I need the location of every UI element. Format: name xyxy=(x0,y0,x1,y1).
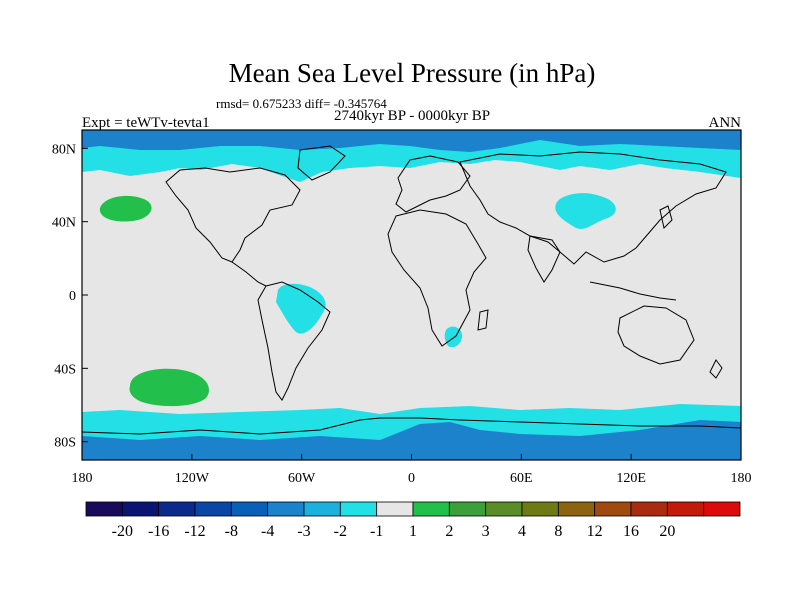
contour-north-pacific-positive xyxy=(99,195,152,222)
coast-new-zealand xyxy=(709,359,723,379)
colorbar-swatch xyxy=(303,501,341,517)
colorbar-label: -16 xyxy=(148,523,169,540)
colorbar-label: 3 xyxy=(482,523,490,540)
coast-japan xyxy=(659,205,673,229)
colorbar-swatch xyxy=(339,501,378,517)
coast-asia xyxy=(459,151,727,265)
colorbar-label: 8 xyxy=(554,523,562,540)
colorbar-swatch xyxy=(594,501,632,517)
colorbar-swatch xyxy=(121,501,160,517)
contour-arctic-deeper-band xyxy=(82,130,741,152)
colorbar-swatch xyxy=(376,501,414,517)
colorbar-swatch xyxy=(666,501,705,517)
experiment-label: Expt = teWTv-tevta1 xyxy=(82,115,210,131)
contour-southern-africa-negative xyxy=(444,326,462,348)
coast-south-america xyxy=(257,281,331,401)
x-tick-label: 60W xyxy=(288,471,316,486)
colorbar-label: -2 xyxy=(334,523,347,540)
colorbar-swatch xyxy=(485,501,523,517)
coast-madagascar xyxy=(477,309,489,331)
colorbar-swatch xyxy=(448,501,487,517)
colorbar-label: 12 xyxy=(587,523,603,540)
contour-fills xyxy=(82,130,741,460)
x-tick-label: 180 xyxy=(731,471,752,486)
contour-central-asia-negative xyxy=(555,193,616,229)
map-axis-ticks: 180 120W 60W 0 60E 120E 180 80N 40N 0 40S 80S xyxy=(52,142,752,486)
coast-central-america xyxy=(231,261,267,287)
colorbar-label: -8 xyxy=(225,523,238,540)
map-panel: 180 120W 60W 0 60E 120E 180 80N 40N 0 40S 80S xyxy=(52,129,752,486)
y-tick-label: 0 xyxy=(69,289,76,304)
y-tick-label: 80N xyxy=(52,142,76,157)
colorbar-label: 1 xyxy=(409,523,417,540)
colorbar-swatch xyxy=(230,501,269,517)
x-tick-label: 120E xyxy=(616,471,646,486)
season-label: ANN xyxy=(709,115,742,131)
coast-europe xyxy=(395,155,471,213)
colorbar-label: -12 xyxy=(184,523,205,540)
colorbar-label: -20 xyxy=(112,523,133,540)
coastlines xyxy=(82,145,741,435)
y-tick-label: 40S xyxy=(54,362,76,377)
colorbar-swatch xyxy=(85,501,123,517)
coast-australia xyxy=(617,305,695,365)
coast-north-america xyxy=(165,167,301,263)
contour-antarctic-deeper-band xyxy=(82,420,741,460)
coast-india xyxy=(527,235,561,283)
colorbar-swatch xyxy=(194,501,232,517)
x-tick-label: 180 xyxy=(72,471,93,486)
colorbar-label: -4 xyxy=(261,523,274,540)
y-tick-label: 80S xyxy=(54,436,76,451)
coast-antarctica xyxy=(82,417,741,435)
colorbar-swatch xyxy=(557,501,596,517)
colorbar: -20 -16 -12 -8 -4 -3 -2 -1 1 2 3 4 8 12 16 20 xyxy=(85,501,741,540)
contour-south-america-negative xyxy=(276,283,326,334)
colorbar-label: -1 xyxy=(370,523,383,540)
colorbar-label: 2 xyxy=(445,523,453,540)
stats-label: rmsd= 0.675233 diff= -0.345764 xyxy=(216,96,387,111)
map-background xyxy=(82,130,741,460)
colorbar-label: 20 xyxy=(659,523,675,540)
colorbar-swatch xyxy=(521,501,559,517)
colorbar-label: 4 xyxy=(518,523,526,540)
x-tick-label: 60E xyxy=(510,471,533,486)
coast-greenland xyxy=(297,145,346,181)
colorbar-swatch xyxy=(703,501,741,517)
x-tick-label: 120W xyxy=(175,471,210,486)
x-tick-label: 0 xyxy=(408,471,415,486)
colorbar-swatch xyxy=(630,501,668,517)
colorbar-swatch xyxy=(412,501,450,517)
colorbar-label: 16 xyxy=(623,523,639,540)
y-tick-label: 40N xyxy=(52,216,76,231)
colorbar-label: -3 xyxy=(297,523,310,540)
figure-title: Mean Sea Level Pressure (in hPa) xyxy=(229,58,596,88)
period-label: 2740kyr BP - 0000kyr BP xyxy=(334,108,490,124)
coast-africa xyxy=(387,209,487,347)
contour-south-pacific-positive xyxy=(129,368,209,407)
colorbar-swatch xyxy=(158,501,196,517)
colorbar-swatch xyxy=(267,501,305,517)
coast-indonesia xyxy=(589,281,677,301)
